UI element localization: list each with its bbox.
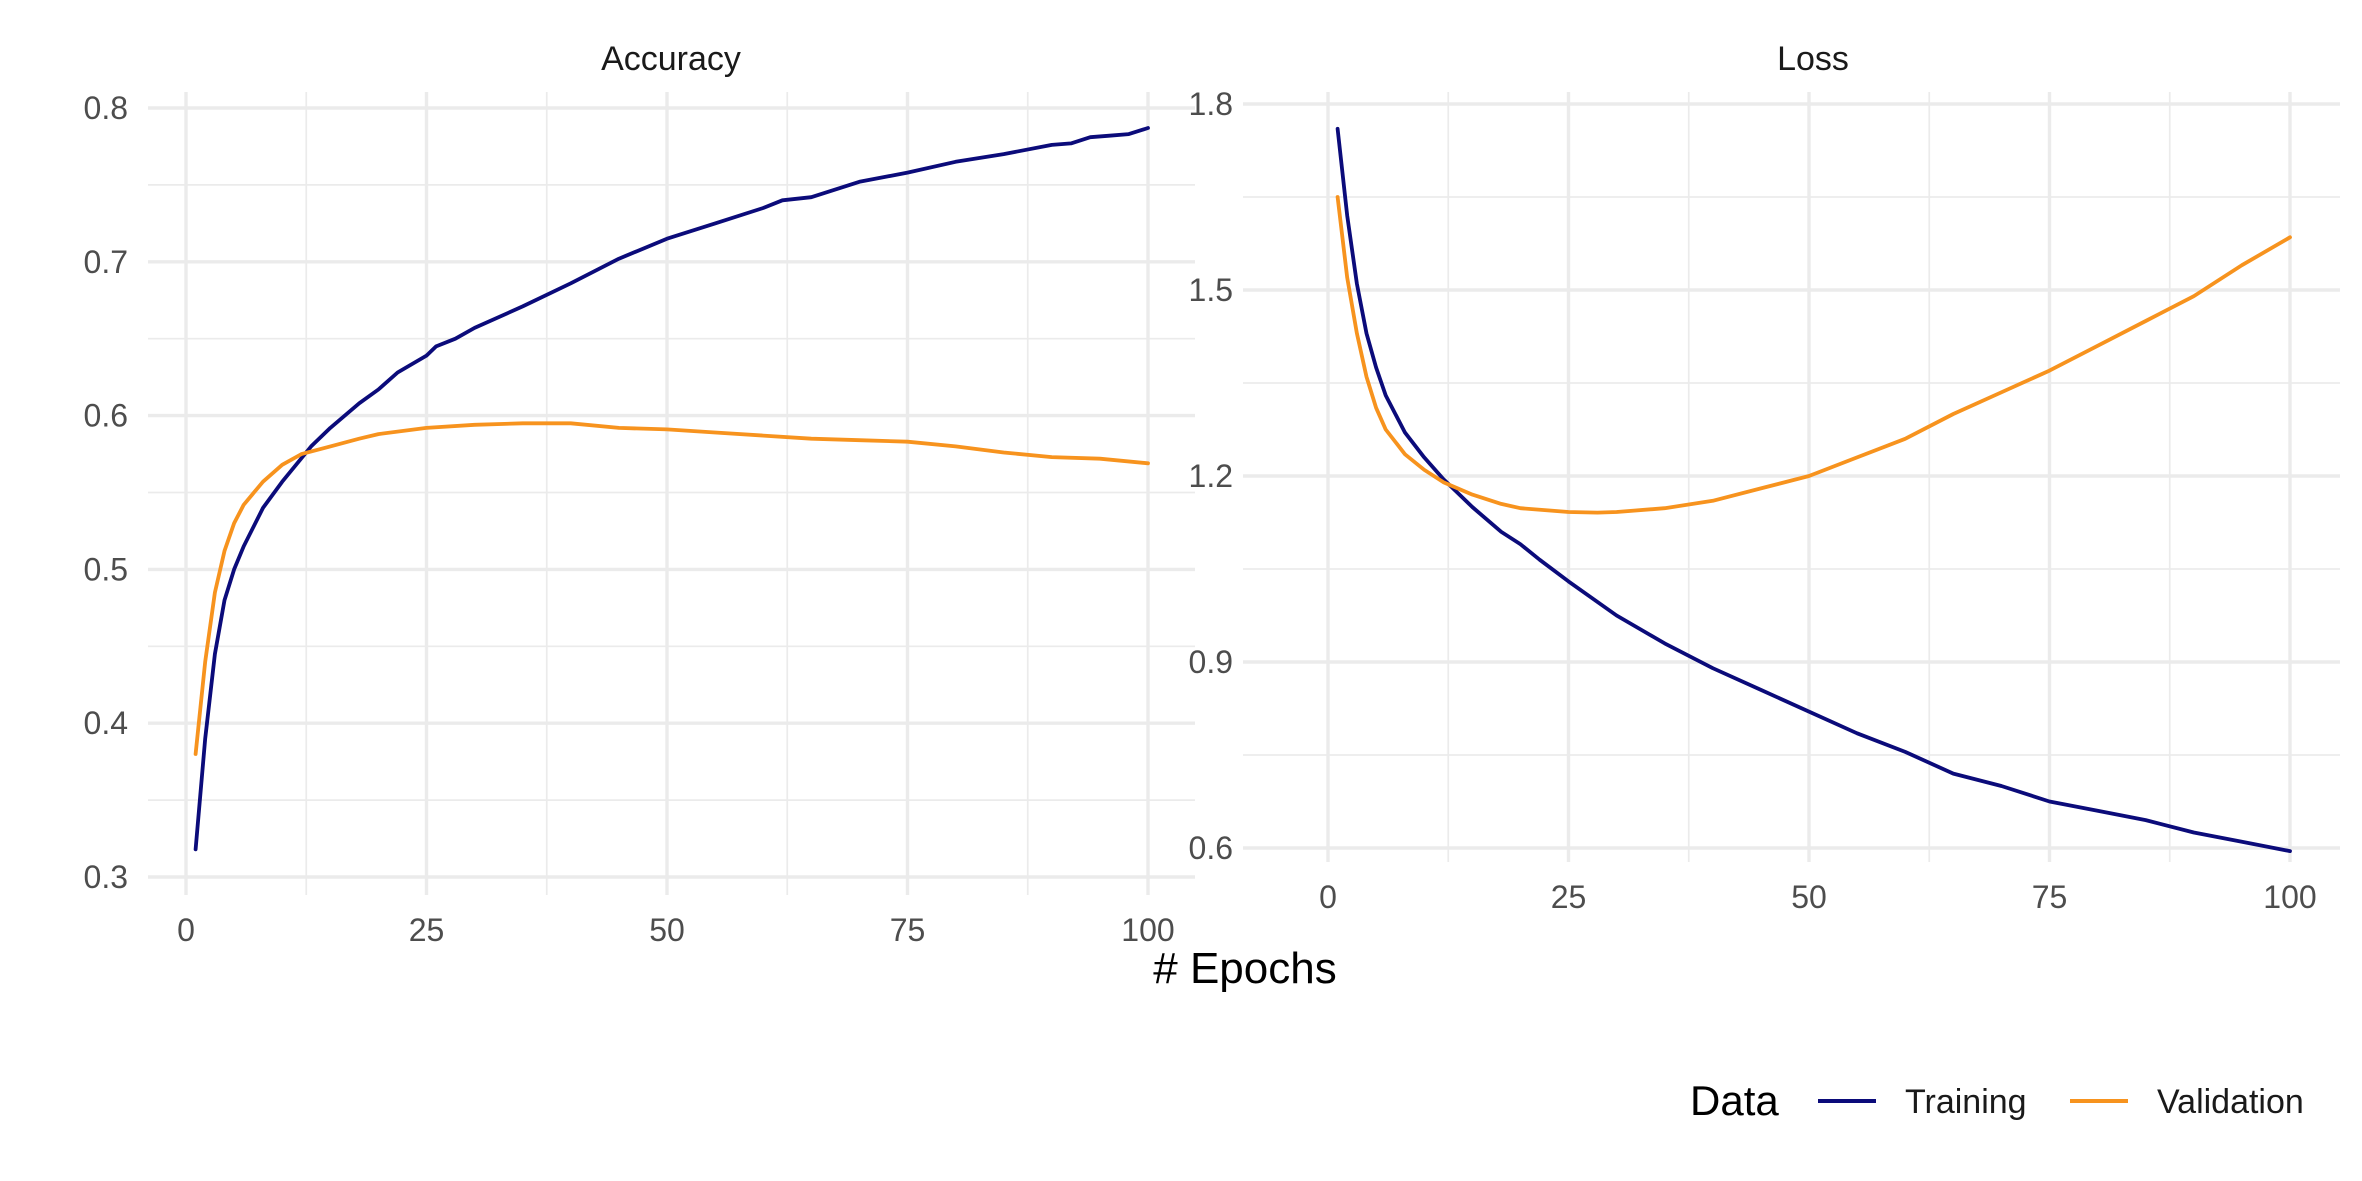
x-tick-label: 50 <box>1791 879 1827 915</box>
x-tick-label: 75 <box>2032 879 2068 915</box>
y-tick-label: 0.6 <box>84 398 128 434</box>
x-tick-label: 50 <box>649 912 685 948</box>
legend-label-training: Training <box>1905 1083 2027 1121</box>
x-tick-label: 100 <box>1121 912 1174 948</box>
series-line-validation <box>1335 195 2292 515</box>
y-tick-label: 1.8 <box>1189 86 1233 122</box>
y-tick-label: 0.3 <box>84 859 128 895</box>
series-line-training <box>1335 126 2292 853</box>
y-tick-label: 1.5 <box>1189 272 1233 308</box>
legend-label-validation: Validation <box>2157 1083 2304 1121</box>
y-tick-label: 0.5 <box>84 551 128 587</box>
x-axis-title: # Epochs <box>1153 944 1336 993</box>
panel-title: Accuracy <box>601 40 741 78</box>
y-tick-label: 0.8 <box>84 90 128 126</box>
x-tick-label: 25 <box>409 912 445 948</box>
x-tick-label: 75 <box>890 912 926 948</box>
legend-title: Data <box>1690 1077 1779 1124</box>
y-tick-label: 0.7 <box>84 244 128 280</box>
series-line-training <box>193 126 1150 852</box>
y-tick-label: 0.6 <box>1189 830 1233 866</box>
y-tick-label: 1.2 <box>1189 458 1233 494</box>
series-line-validation <box>193 421 1150 756</box>
legend: Data Training Validation <box>1690 1077 2304 1124</box>
y-tick-label: 0.4 <box>84 705 128 741</box>
loss-panel: 0 25 50 75 100 0.6 0.9 1.2 1.5 1.8 Loss <box>1189 40 2340 915</box>
x-tick-label: 0 <box>1319 879 1337 915</box>
accuracy-panel: 0 25 50 75 100 0.3 0.4 0.5 0.6 0.7 0.8 Accuracy <box>84 40 1195 948</box>
x-tick-label: 25 <box>1551 879 1587 915</box>
x-tick-label: 0 <box>177 912 195 948</box>
y-tick-label: 0.9 <box>1189 644 1233 680</box>
panel-title: Loss <box>1777 40 1849 78</box>
x-tick-label: 100 <box>2263 879 2316 915</box>
